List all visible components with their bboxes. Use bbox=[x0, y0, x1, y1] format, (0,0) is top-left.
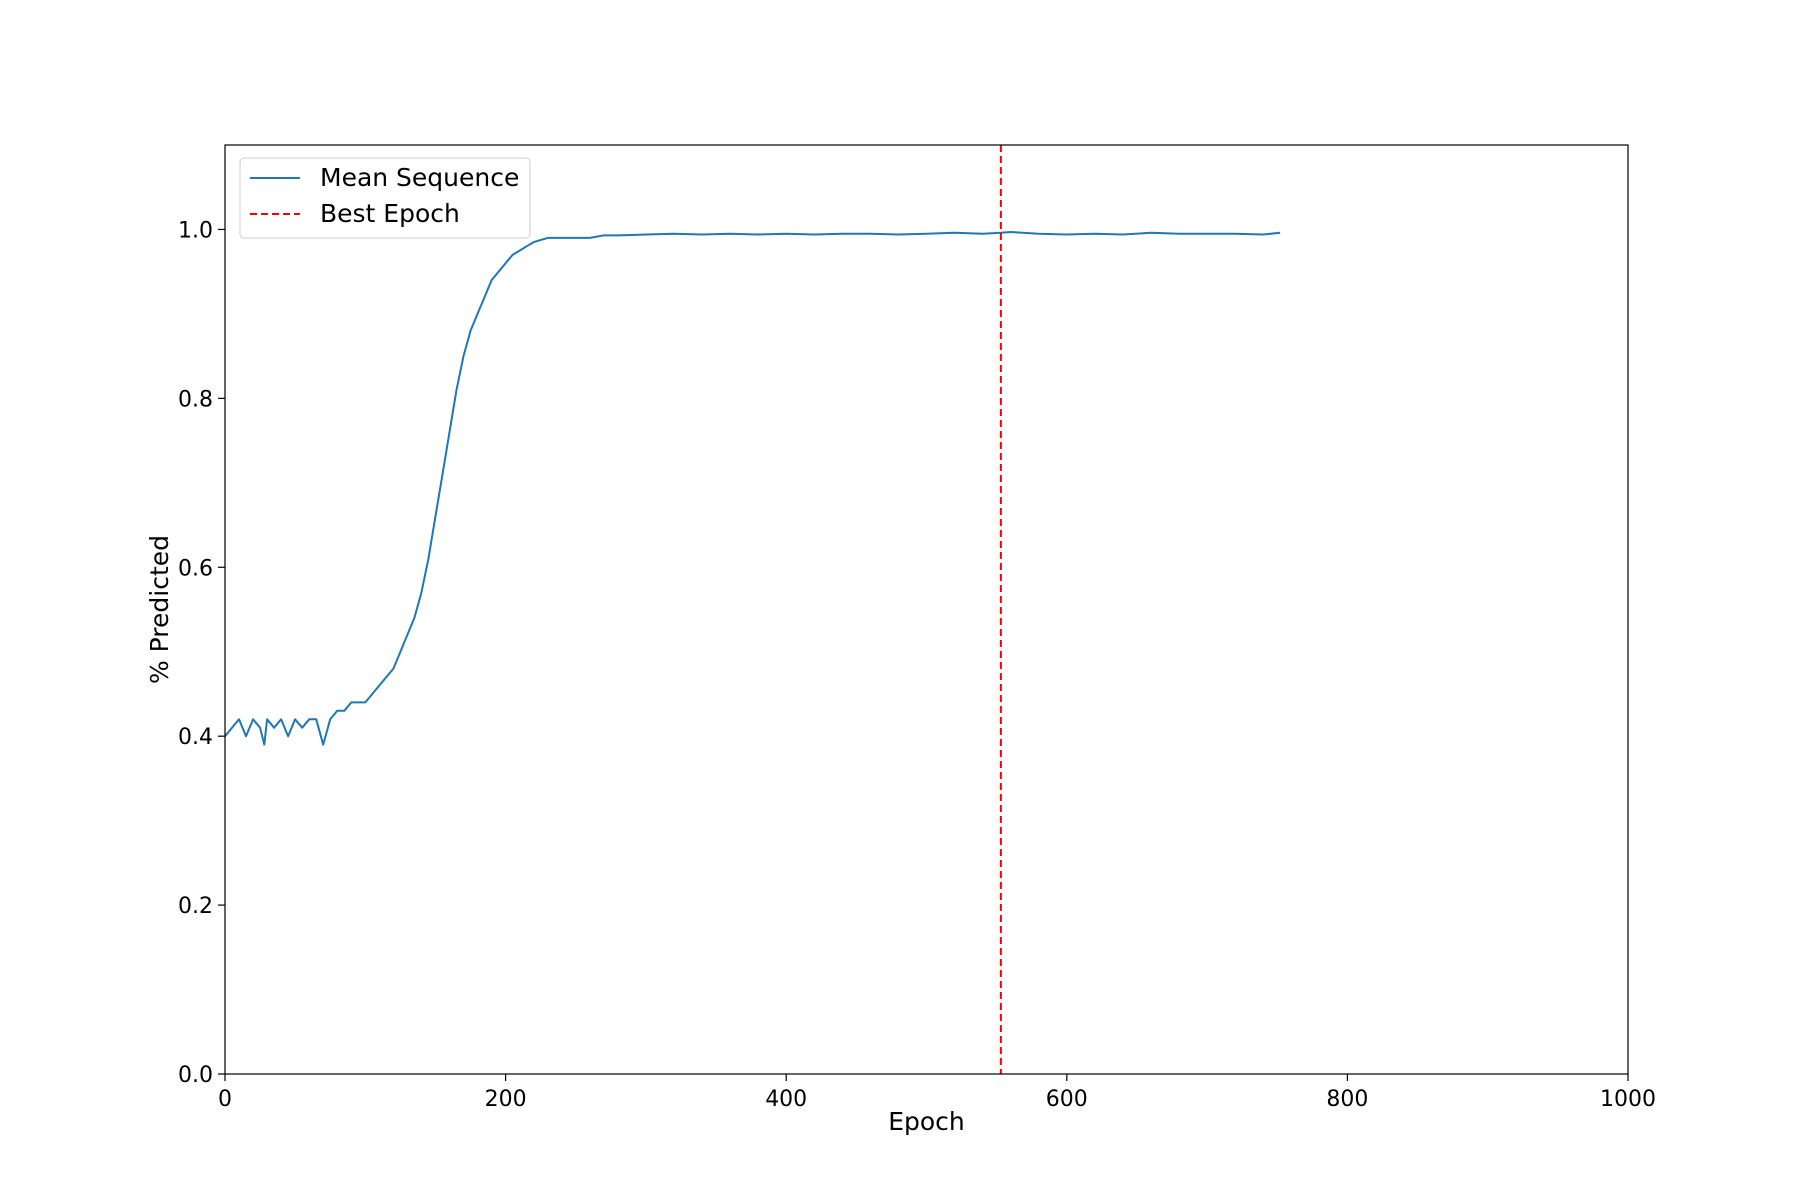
y-tick-label: 0.6 bbox=[178, 556, 213, 581]
x-tick-label: 1000 bbox=[1600, 1087, 1656, 1112]
legend-label-best-epoch: Best Epoch bbox=[320, 199, 460, 228]
y-tick-label: 0.8 bbox=[178, 387, 213, 412]
plot-area bbox=[224, 145, 1281, 1074]
legend: Mean Sequence Best Epoch bbox=[239, 157, 531, 239]
axes-frame bbox=[224, 144, 1629, 1075]
x-tick-label: 600 bbox=[1046, 1087, 1088, 1112]
x-tick-label: 800 bbox=[1326, 1087, 1368, 1112]
legend-label-mean-sequence: Mean Sequence bbox=[320, 163, 519, 192]
x-axis-label: Epoch bbox=[888, 1107, 965, 1136]
x-tick-label: 400 bbox=[765, 1087, 807, 1112]
y-tick-label: 1.0 bbox=[178, 218, 213, 243]
tick-layer: 0 200 400 600 800 1000 0.0 0.2 0.4 0.6 0.8 1.0 bbox=[178, 218, 1656, 1112]
series-line-mean-sequence bbox=[224, 231, 1281, 746]
y-tick-label: 0.2 bbox=[178, 894, 213, 919]
legend-box bbox=[239, 157, 531, 239]
y-tick-label: 0.0 bbox=[178, 1063, 213, 1088]
y-tick-label: 0.4 bbox=[178, 725, 213, 750]
x-tick-label: 200 bbox=[485, 1087, 527, 1112]
x-tick-label: 0 bbox=[218, 1087, 232, 1112]
y-axis-label: % Predicted bbox=[145, 535, 174, 684]
